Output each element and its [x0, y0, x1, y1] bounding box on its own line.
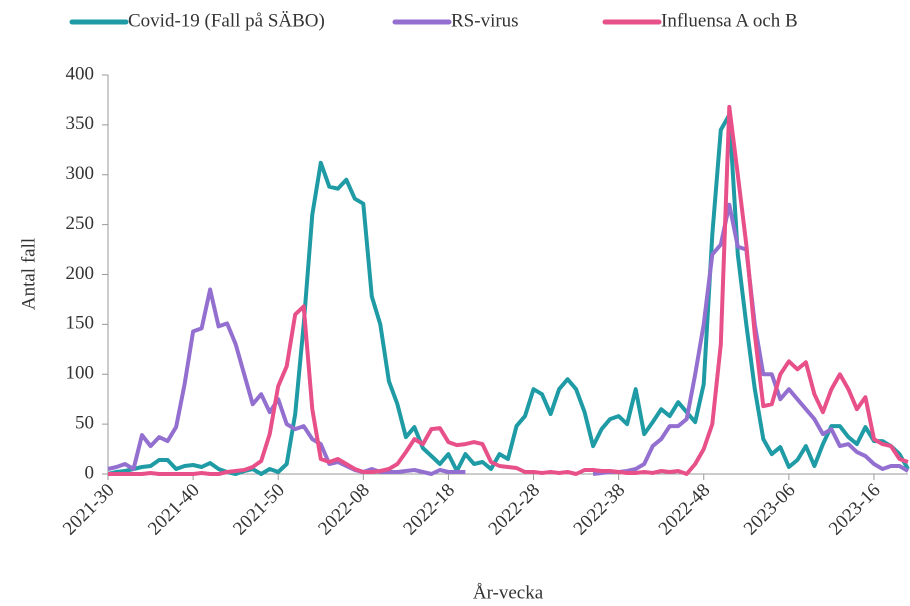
x-tick-label: 2022-48	[655, 480, 715, 540]
x-tick-label: 2022-18	[399, 480, 459, 540]
x-tick-label: 2021-50	[229, 480, 289, 540]
series-line	[107, 112, 910, 476]
legend-label: Covid-19 (Fall på SÄBO)	[128, 10, 325, 31]
x-tick-label: 2023-06	[740, 480, 800, 540]
series-line	[107, 202, 910, 476]
y-tick-label: 300	[66, 163, 95, 184]
y-axis-label: Antal fall	[18, 238, 39, 310]
y-tick-label: 400	[66, 63, 95, 84]
x-tick-label: 2022-28	[485, 480, 545, 540]
x-tick-label: 2023-16	[825, 480, 885, 540]
x-tick-label: 2021-40	[144, 480, 204, 540]
y-tick-label: 350	[66, 113, 95, 134]
x-tick-label: 2022-08	[314, 480, 374, 540]
x-tick-label: 2022-38	[570, 480, 630, 540]
x-axis-label: År-vecka	[473, 582, 544, 603]
legend-label: Influensa A och B	[661, 10, 798, 31]
y-tick-label: 0	[85, 462, 95, 483]
x-tick-label: 2021-30	[59, 480, 119, 540]
y-tick-label: 50	[75, 412, 94, 433]
legend-label: RS-virus	[451, 10, 519, 31]
y-tick-label: 150	[66, 313, 95, 334]
series-line	[108, 104, 909, 476]
y-tick-label: 100	[66, 363, 95, 384]
y-tick-label: 200	[66, 263, 95, 284]
y-tick-label: 250	[66, 213, 95, 234]
